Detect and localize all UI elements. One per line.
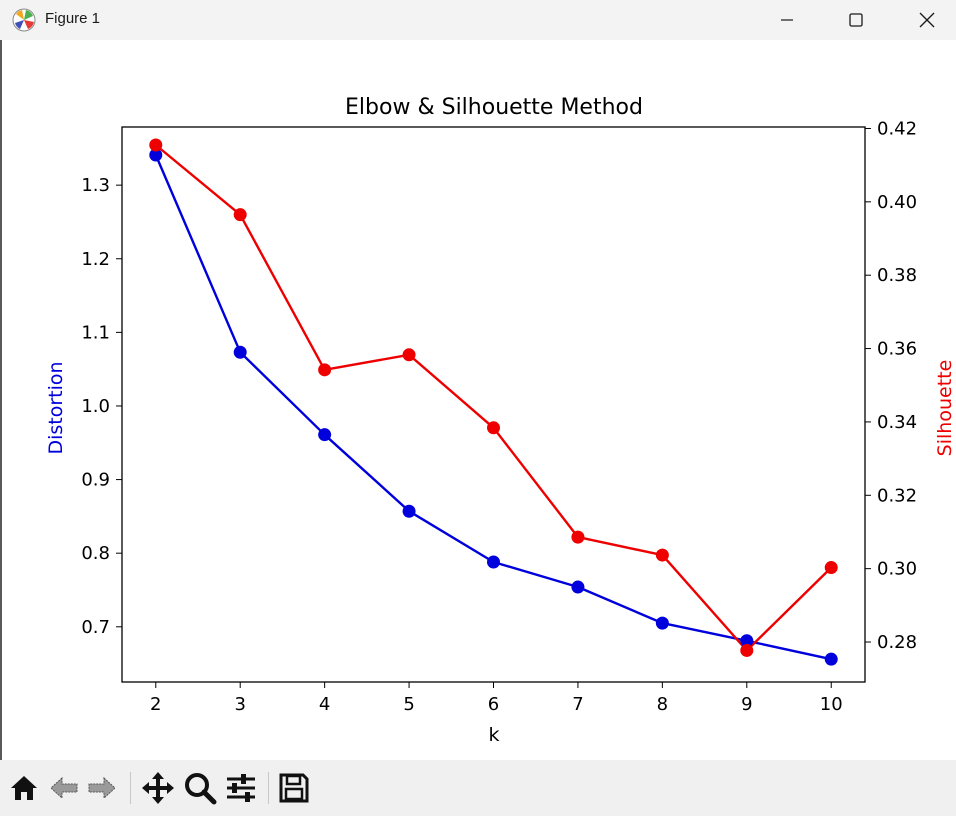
chart-title: Elbow & Silhouette Method: [345, 95, 643, 120]
figure-canvas: 2 3 4 5 6 7 8 9 10 0.7 0.8 0.9 1.0 1.1 1.2 1.3 0.28 0.30 0…: [0, 40, 956, 760]
distortion-point: [149, 148, 163, 162]
back-button[interactable]: [46, 770, 82, 806]
home-button[interactable]: [6, 770, 42, 806]
forward-icon: [88, 776, 116, 800]
silhouette-point: [824, 561, 838, 575]
toolbar-separator: [130, 772, 131, 804]
silhouette-point: [402, 348, 416, 362]
y-right-tick-label: 0.32: [877, 485, 917, 506]
minimize-button[interactable]: [764, 0, 810, 40]
save-icon: [279, 773, 309, 803]
y-right-tick-label: 0.36: [877, 339, 917, 360]
x-tick-label: 6: [488, 694, 499, 715]
x-tick-label: 2: [150, 694, 161, 715]
silhouette-point: [571, 530, 585, 544]
window-title: Figure 1: [45, 10, 101, 27]
configure-subplots-icon: [227, 774, 255, 802]
x-tick-label: 5: [403, 694, 414, 715]
x-tick-label: 8: [657, 694, 668, 715]
y-right-tick-label: 0.30: [877, 559, 917, 580]
maximize-icon: [849, 13, 863, 27]
axes-frame: [121, 126, 866, 683]
y-left-tick-label: 0.7: [81, 617, 110, 638]
distortion-point: [824, 652, 838, 666]
distortion-point: [233, 345, 247, 359]
y-right-tick-label: 0.34: [877, 412, 917, 433]
maximize-button[interactable]: [833, 0, 879, 40]
y-left-tick-label: 1.2: [81, 249, 110, 270]
x-tick-label: 9: [741, 694, 752, 715]
silhouette-point: [318, 363, 332, 377]
distortion-point: [318, 428, 332, 442]
toolbar-separator: [268, 772, 269, 804]
forward-button[interactable]: [84, 770, 120, 806]
minimize-icon: [781, 19, 793, 21]
save-button[interactable]: [276, 770, 312, 806]
x-tick-label: 10: [820, 694, 843, 715]
distortion-point: [655, 616, 669, 630]
zoom-button[interactable]: [182, 770, 218, 806]
pan-icon: [142, 772, 174, 804]
y-left-tick-label: 1.3: [81, 175, 110, 196]
distortion-point: [571, 580, 585, 594]
window-titlebar: Figure 1: [0, 0, 956, 40]
silhouette-point: [149, 138, 163, 152]
y-axis-label-right: Silhouette: [934, 360, 956, 457]
silhouette-point: [487, 421, 500, 435]
navigation-toolbar: [0, 760, 956, 816]
zoom-icon: [185, 773, 217, 805]
distortion-point: [740, 634, 754, 648]
home-icon: [11, 776, 37, 800]
pan-button[interactable]: [140, 770, 176, 806]
close-icon: [919, 12, 935, 28]
y-right-tick-label: 0.38: [877, 265, 917, 286]
y-left-tick-label: 1.0: [81, 396, 110, 417]
distortion-point: [402, 504, 416, 518]
back-icon: [50, 776, 78, 800]
distortion-point: [487, 555, 500, 569]
y-right-tick-label: 0.28: [877, 632, 917, 653]
x-tick-label: 3: [234, 694, 245, 715]
y-left-tick-label: 0.9: [81, 470, 110, 491]
y-axis-label-left: Distortion: [45, 361, 67, 454]
silhouette-point: [655, 548, 669, 562]
silhouette-point: [740, 643, 754, 657]
x-tick-label: 7: [572, 694, 583, 715]
y-right-tick-label: 0.42: [877, 118, 917, 139]
close-button[interactable]: [904, 0, 950, 40]
silhouette-point: [233, 208, 247, 222]
chart: 2 3 4 5 6 7 8 9 10 0.7 0.8 0.9 1.0 1.1 1.2 1.3 0.28 0.30 0…: [45, 95, 956, 746]
window-border: [0, 40, 2, 816]
y-right-tick-label: 0.40: [877, 192, 917, 213]
y-left-tick-label: 0.8: [81, 543, 110, 564]
matplotlib-app-icon: [12, 8, 36, 32]
y-left-tick-label: 1.1: [81, 322, 110, 343]
x-tick-label: 4: [319, 694, 330, 715]
configure-subplots-button[interactable]: [223, 770, 259, 806]
x-axis-label: k: [488, 724, 499, 746]
